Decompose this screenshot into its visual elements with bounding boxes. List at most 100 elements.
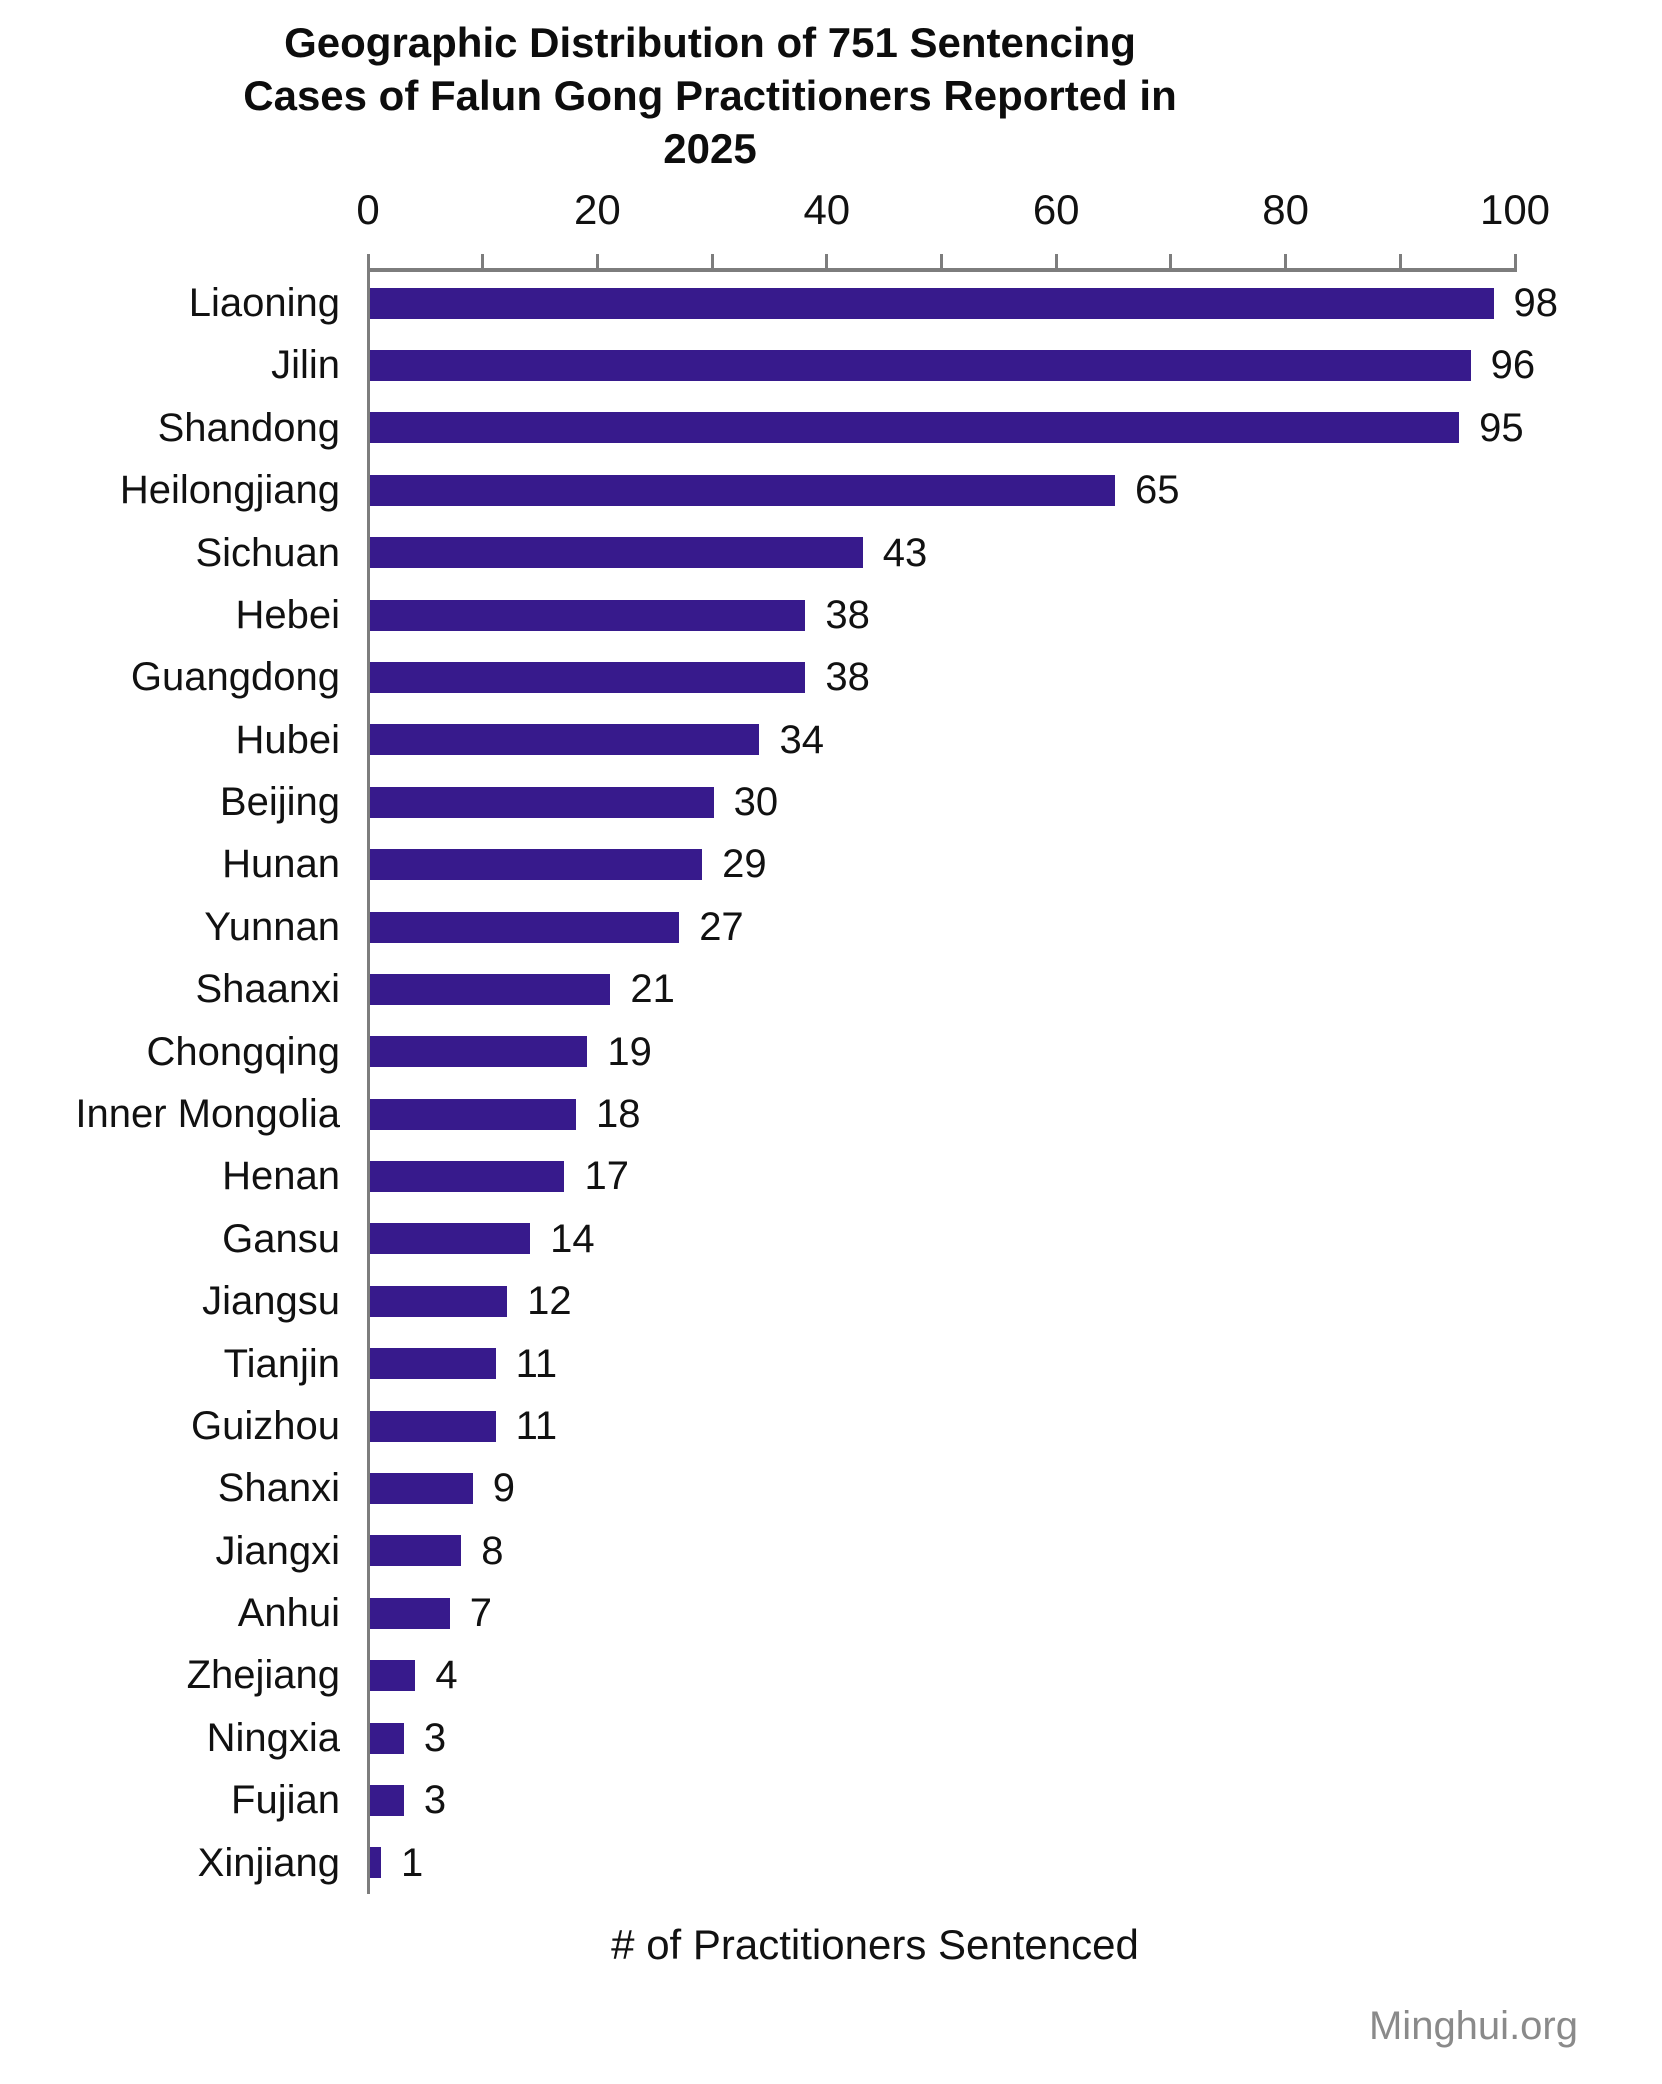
bar: [369, 786, 714, 818]
bar: [369, 412, 1460, 444]
category-label: Zhejiang: [186, 1653, 340, 1698]
bar: [369, 1535, 462, 1567]
bar-row: Shaanxi 21: [0, 958, 1662, 1020]
bar: [369, 1161, 565, 1193]
value-label: 9: [492, 1466, 515, 1511]
value-label: 65: [1135, 468, 1180, 513]
x-axis-tick-mark: [710, 254, 714, 268]
value-label: 12: [527, 1279, 572, 1324]
value-label: 3: [423, 1715, 447, 1760]
category-label: Sichuan: [195, 530, 340, 575]
x-axis-tick-mark: [1169, 254, 1173, 268]
bar: [369, 724, 760, 756]
x-axis-tick-label: 60: [1032, 186, 1080, 233]
category-label: Jiangsu: [202, 1279, 340, 1324]
value-label: 19: [607, 1029, 652, 1074]
bar: [369, 661, 806, 693]
value-label: 38: [825, 655, 870, 700]
bar-row: Zhejiang 4: [0, 1644, 1662, 1706]
bar: [369, 1847, 381, 1879]
category-label: Anhui: [237, 1591, 340, 1636]
x-axis-tick-mark: [366, 254, 370, 268]
value-label: 21: [630, 967, 675, 1012]
x-axis-tick-mark: [1284, 254, 1288, 268]
x-axis-tick-mark: [825, 254, 829, 268]
category-label: Jilin: [271, 343, 340, 388]
y-axis-line: [366, 268, 370, 1894]
bar: [369, 1597, 450, 1629]
bar-row: Heilongjiang 65: [0, 459, 1662, 521]
bar-row: Beijing 30: [0, 771, 1662, 833]
category-label: Shanxi: [217, 1466, 340, 1511]
watermark: Minghui.org: [1368, 2004, 1578, 2048]
value-label: 7: [469, 1591, 493, 1636]
x-axis-tick-label: 40: [803, 186, 851, 233]
bar-row: Jilin 96: [0, 334, 1662, 396]
value-label: 98: [1513, 281, 1559, 325]
value-label: 43: [882, 530, 928, 575]
bar-row: Ningxia 3: [0, 1707, 1662, 1769]
value-label: 96: [1490, 343, 1536, 388]
bar-row: Sichuan 43: [0, 522, 1662, 584]
category-label: Ningxia: [206, 1715, 340, 1760]
x-axis-tick-label: 100: [1479, 186, 1551, 233]
category-label: Chongqing: [146, 1029, 341, 1074]
bar-row: Jiangsu 12: [0, 1270, 1662, 1332]
category-label: Hebei: [235, 592, 340, 637]
bar: [369, 1410, 496, 1442]
bar: [369, 1660, 416, 1692]
category-label: Inner Mongolia: [75, 1092, 340, 1136]
bar-row: Xinjiang 1: [0, 1832, 1662, 1894]
bar: [369, 287, 1494, 319]
bar: [369, 1472, 473, 1504]
value-label: 1: [400, 1840, 424, 1885]
bar: [369, 1285, 508, 1317]
category-label: Jiangxi: [215, 1528, 340, 1573]
value-label: 8: [481, 1528, 504, 1573]
bar-row: Shandong 95: [0, 397, 1662, 459]
bar-row: Henan 17: [0, 1145, 1662, 1207]
category-label: Fujian: [231, 1778, 340, 1823]
bar-row: Hunan 29: [0, 833, 1662, 895]
category-label: Guangdong: [130, 655, 340, 700]
bar: [369, 1784, 404, 1816]
x-axis-title: # of Practitioners Sentenced: [611, 1921, 1139, 1968]
value-label: 95: [1479, 405, 1524, 450]
bar: [369, 849, 703, 881]
category-label: Beijing: [219, 780, 340, 825]
chart-title: Geographic Distribution of 751 Sentencin…: [243, 19, 1177, 172]
bar: [369, 537, 863, 569]
value-label: 18: [595, 1092, 641, 1136]
x-axis-tick-mark: [1054, 254, 1058, 268]
x-axis-line: [366, 268, 1517, 272]
category-label: Heilongjiang: [119, 468, 340, 513]
bar-row: Guangdong 38: [0, 646, 1662, 708]
category-label: Yunnan: [204, 904, 340, 949]
value-label: 38: [825, 592, 870, 637]
value-label: 3: [423, 1778, 447, 1823]
x-axis-tick-mark: [1513, 254, 1517, 268]
bar-row: Gansu 14: [0, 1208, 1662, 1270]
x-axis-tick-mark: [595, 254, 599, 268]
category-label: Xinjiang: [197, 1840, 340, 1885]
category-label: Hunan: [222, 842, 340, 887]
value-label: 11: [515, 1403, 558, 1448]
category-label: Guizhou: [191, 1403, 340, 1448]
x-axis-tick-mark: [481, 254, 485, 268]
x-axis-tick-label: 0: [356, 186, 380, 233]
value-label: 17: [584, 1154, 629, 1199]
bar-row: Anhui 7: [0, 1582, 1662, 1644]
value-label: 4: [435, 1653, 458, 1698]
bar-row: Chongqing 19: [0, 1021, 1662, 1083]
category-label: Gansu: [222, 1216, 340, 1261]
bar: [369, 1036, 588, 1068]
x-axis-tick-mark: [1398, 254, 1402, 268]
x-axis-tick-label: 20: [574, 186, 621, 233]
bar-row: Liaoning 98: [0, 272, 1662, 334]
category-label: Hubei: [235, 717, 340, 762]
bar: [369, 1348, 496, 1380]
x-axis-tick-mark: [940, 254, 943, 268]
bar-row: Hebei 38: [0, 584, 1662, 646]
bar-row: Hubei 34: [0, 709, 1662, 771]
